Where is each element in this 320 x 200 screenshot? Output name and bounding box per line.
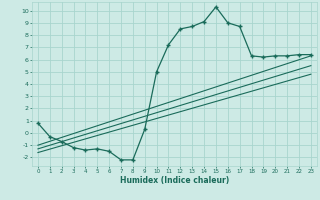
X-axis label: Humidex (Indice chaleur): Humidex (Indice chaleur) xyxy=(120,176,229,185)
